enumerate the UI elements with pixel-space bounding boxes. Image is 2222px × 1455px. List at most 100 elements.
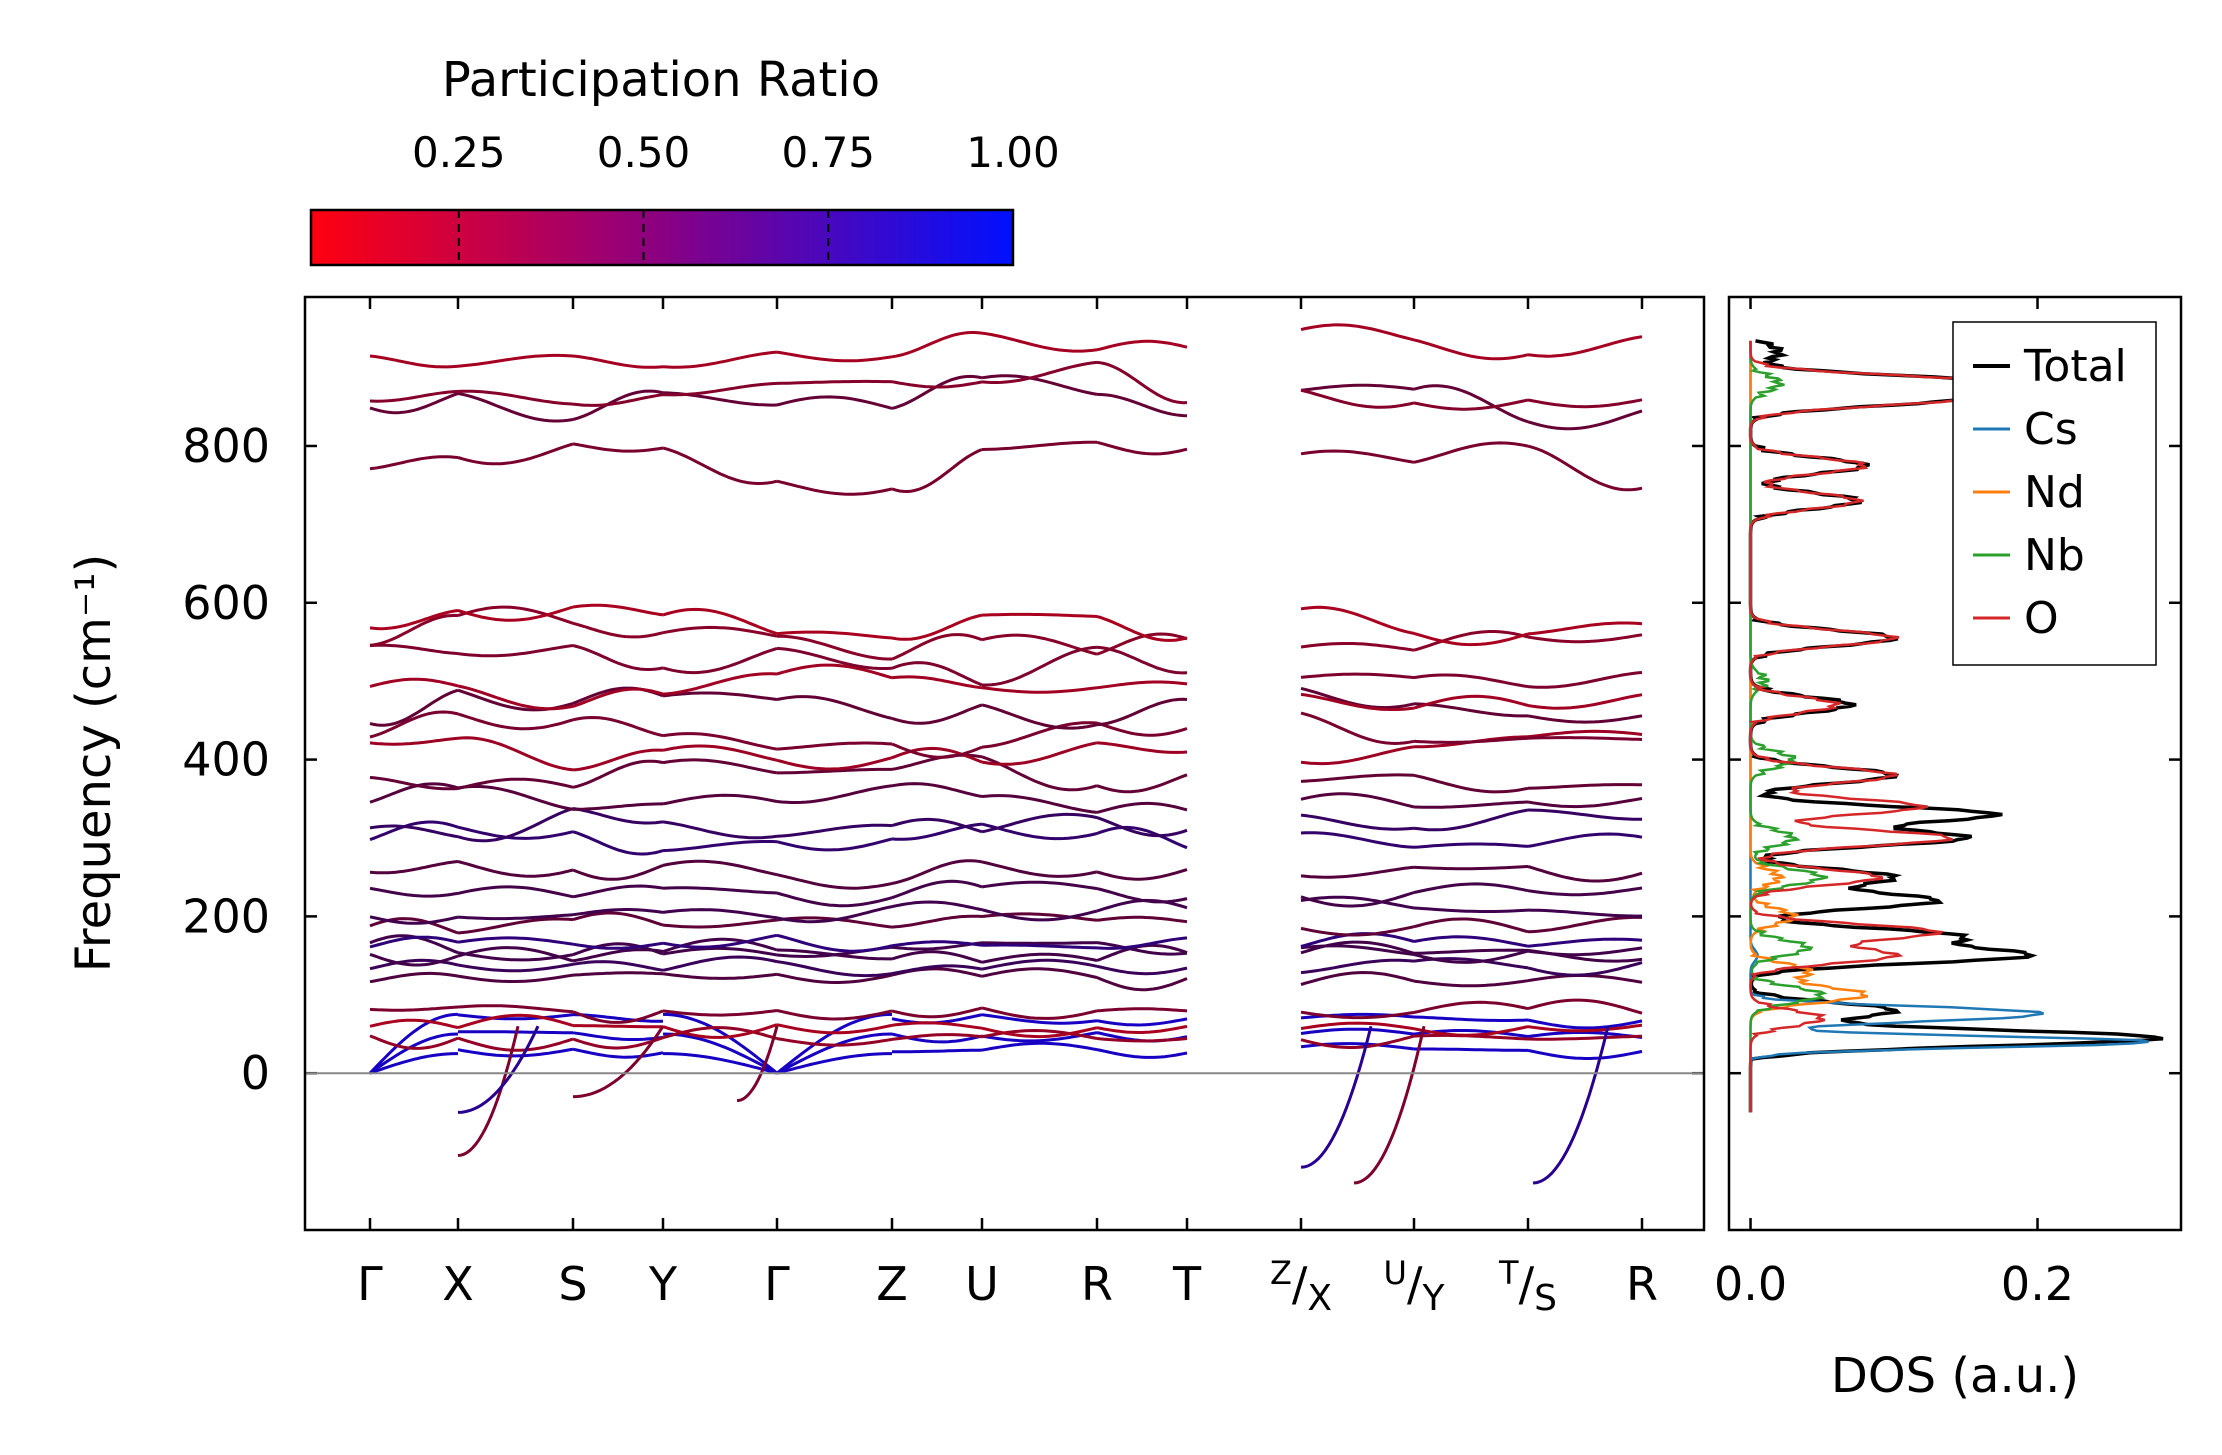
- phonon-branch: [981, 952, 1098, 964]
- phonon-branch: [1527, 961, 1643, 977]
- phonon-branch: [1096, 976, 1188, 992]
- phonon-branch: [662, 646, 778, 675]
- phonon-branch: [981, 755, 1098, 792]
- phonon-branch: [1527, 1030, 1643, 1039]
- phonon-branch: [1096, 721, 1188, 737]
- phonon-branch: [369, 736, 459, 746]
- phonon-branch: [662, 946, 778, 957]
- phonon-branch: [981, 967, 1098, 979]
- phonon-branch: [1527, 797, 1643, 809]
- phonon-branch: [662, 625, 778, 638]
- dos-x-axis-label: DOS (a.u.): [1831, 1348, 2079, 1404]
- phonon-branch: [662, 972, 778, 980]
- dispersion-axes-frame: [303, 295, 1706, 1232]
- phonon-branch: [572, 621, 664, 639]
- phonon-branch: [1413, 842, 1529, 849]
- phonon-branch: [1096, 936, 1188, 950]
- phonon-branch: [1527, 409, 1643, 431]
- colorbar-gradient: [309, 208, 1015, 267]
- phonon-branch: [1300, 383, 1415, 392]
- phonon-branch: [1300, 1034, 1415, 1049]
- phonon-branch: [662, 672, 778, 696]
- phonon-branch: [1527, 783, 1643, 790]
- phonon-branch: [369, 860, 459, 875]
- imaginary-branch: [1300, 1025, 1373, 1169]
- phonon-branch: [457, 825, 574, 840]
- dos-panel: 0.0 0.2 DOS (a.u.) Total Cs Nd Nb O: [1714, 295, 2183, 1404]
- phonon-branch: [1413, 917, 1529, 934]
- k-point-label: T/S: [1498, 1254, 1557, 1319]
- phonon-branch: [891, 940, 983, 948]
- phonon-branch: [981, 1041, 1098, 1052]
- phonon-branch: [1096, 440, 1188, 456]
- phonon-branch: [457, 962, 574, 973]
- dispersion-panel: 0 200 400 600 800 Γ X S Y Γ Z U R T Z/X U/Y T/S R Freque…: [66, 295, 1706, 1319]
- phonon-branch: [776, 1023, 893, 1035]
- phonon-branch: [1300, 605, 1415, 635]
- phonon-branch: [1413, 1025, 1529, 1037]
- k-point-label: Z/X: [1270, 1254, 1332, 1319]
- phonon-branch: [1527, 832, 1643, 848]
- phonon-branch: [1413, 906, 1529, 913]
- phonon-branch: [1300, 792, 1415, 809]
- phonon-branch: [457, 913, 574, 921]
- phonon-branch: [891, 964, 983, 976]
- phonon-branch: [1300, 745, 1415, 766]
- phonon-branch: [891, 374, 983, 410]
- phonon-branch: [662, 820, 778, 840]
- phonon-branch: [1413, 694, 1529, 710]
- phonon-branch: [776, 695, 893, 720]
- phonon-branch: [457, 917, 574, 935]
- phonon-branch: [457, 353, 574, 368]
- phonon-branch: [1300, 813, 1415, 831]
- phonon-branch: [1300, 692, 1415, 711]
- phonon-branch: [369, 389, 459, 403]
- phonon-branch: [1527, 714, 1643, 724]
- phonon-branch: [369, 935, 459, 949]
- colorbar-title: Participation Ratio: [442, 52, 880, 108]
- phonon-branch: [572, 911, 664, 927]
- phonon-branch: [663, 1052, 778, 1075]
- phonon-branch: [777, 767, 892, 775]
- phonon-branch: [776, 741, 893, 751]
- phonon-branch: [1096, 1017, 1188, 1027]
- phonon-branch: [1413, 949, 1529, 964]
- phonon-branch: [457, 442, 574, 466]
- phonon-branch: [1527, 335, 1643, 358]
- phonon-branch: [662, 758, 778, 775]
- phonon-branch: [572, 807, 664, 825]
- legend-label: O: [2024, 593, 2059, 644]
- phonon-branch: [891, 1021, 983, 1030]
- k-point-label: Z: [876, 1257, 908, 1311]
- phonon-branch: [1413, 865, 1529, 871]
- phonon-branch: [662, 446, 778, 486]
- phonon-branch: [1096, 1037, 1188, 1043]
- phonon-branch: [1413, 631, 1529, 647]
- phonon-branch: [573, 1024, 663, 1029]
- phonon-branch: [981, 360, 1098, 384]
- phonon-branch: [1096, 1024, 1188, 1034]
- phonon-branch: [572, 393, 664, 407]
- phonon-branch: [981, 440, 1097, 451]
- phonon-branch: [662, 744, 778, 762]
- phonon-branch: [662, 350, 778, 369]
- phonon-branch: [1096, 801, 1188, 814]
- phonon-branch: [457, 392, 574, 423]
- phonon-branch: [1413, 948, 1529, 955]
- phonon-branch: [776, 933, 893, 953]
- phonon-branch: [457, 807, 574, 843]
- phonon-branch: [1300, 773, 1415, 783]
- k-point-label: R: [1626, 1257, 1658, 1311]
- phonon-branch: [776, 873, 893, 890]
- phonon-branch: [1527, 1018, 1643, 1030]
- phonon-branch: [369, 392, 459, 415]
- phonon-branch: [1300, 958, 1415, 975]
- phonon-branch: [369, 643, 459, 656]
- phonon-branch: [572, 942, 664, 957]
- phonon-branch: [1527, 865, 1643, 883]
- phonon-branch: [776, 663, 893, 680]
- phonon-branch: [572, 971, 664, 977]
- phonon-branch: [1527, 736, 1643, 741]
- dos-axes-frame: [1727, 295, 2183, 1232]
